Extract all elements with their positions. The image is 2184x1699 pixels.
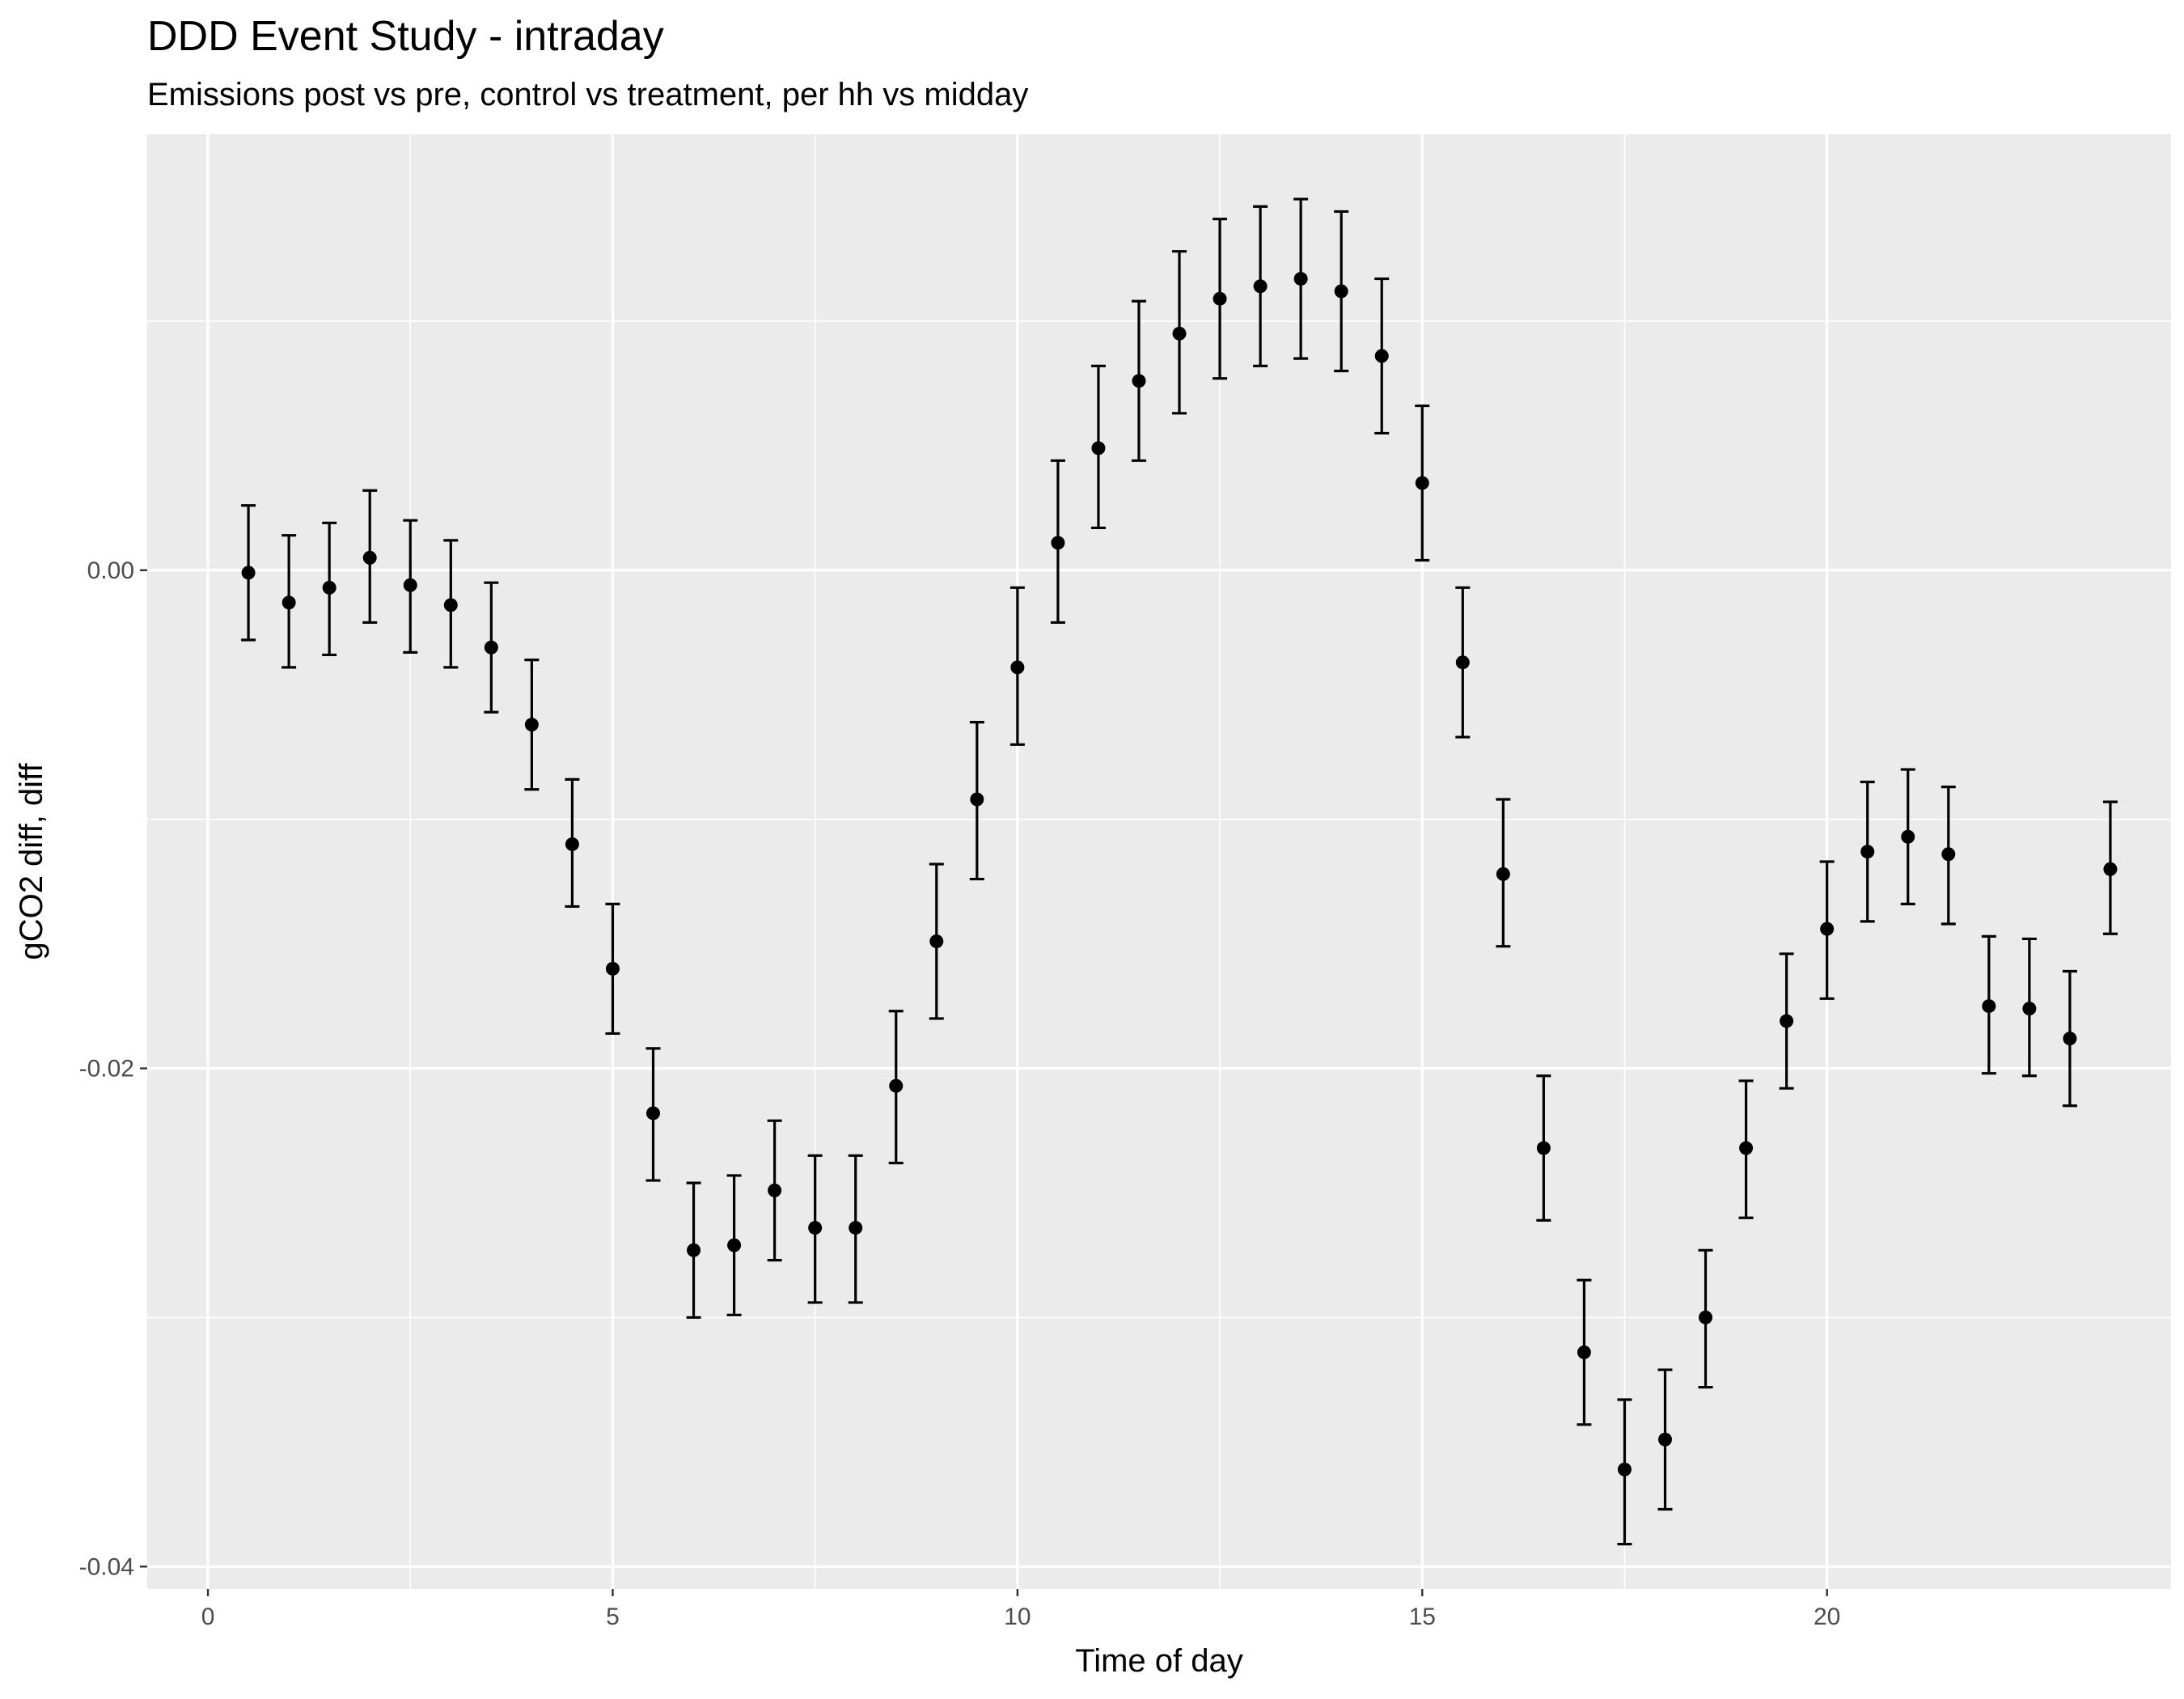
data-point — [1455, 655, 1470, 670]
point-estimates — [241, 272, 2118, 1477]
data-point — [1374, 349, 1389, 363]
data-point — [443, 598, 458, 612]
data-point — [1780, 1014, 1794, 1028]
x-tick-label: 0 — [201, 1604, 215, 1630]
data-point — [241, 566, 256, 580]
y-axis-title: gCO2 diff, diff — [14, 763, 49, 960]
data-point — [1577, 1345, 1591, 1360]
data-point — [1536, 1141, 1551, 1155]
major-gridlines — [147, 134, 2171, 1589]
data-point — [1496, 866, 1510, 881]
y-tick-label: -0.04 — [79, 1553, 134, 1580]
chart-title: DDD Event Study - intraday — [147, 13, 664, 60]
data-point — [849, 1221, 863, 1235]
data-point — [687, 1243, 701, 1257]
y-axis-tick-labels: 0.00 -0.02 -0.04 — [79, 557, 134, 1581]
data-point — [1860, 845, 1875, 859]
x-tick-label: 10 — [1004, 1604, 1031, 1630]
data-point — [1293, 272, 1308, 286]
data-point — [2022, 1002, 2037, 1016]
data-point — [1941, 847, 1956, 862]
chart-subtitle: Emissions post vs pre, control vs treatm… — [147, 77, 1028, 112]
x-tick-label: 20 — [1814, 1604, 1840, 1630]
data-point — [1051, 536, 1065, 550]
x-tick-label: 15 — [1409, 1604, 1436, 1630]
data-point — [1010, 660, 1025, 675]
data-point — [1820, 922, 1835, 936]
data-point — [1415, 476, 1429, 490]
data-point — [727, 1238, 742, 1252]
x-axis-tick-labels: 0 5 10 15 20 — [201, 1604, 1841, 1630]
data-point — [1982, 999, 1996, 1014]
data-point — [1132, 374, 1146, 388]
data-point — [1658, 1432, 1672, 1447]
data-point — [1172, 326, 1187, 341]
data-point — [2063, 1032, 2077, 1046]
data-point — [1213, 291, 1227, 306]
data-point — [565, 837, 579, 851]
data-point — [1699, 1310, 1713, 1324]
data-point — [768, 1183, 782, 1197]
data-point — [970, 792, 984, 807]
data-point — [1253, 279, 1268, 294]
data-point — [281, 595, 296, 610]
data-point — [1739, 1141, 1754, 1155]
data-point — [1901, 829, 1915, 844]
data-point — [403, 578, 417, 592]
data-point — [889, 1078, 904, 1093]
data-point — [605, 961, 620, 976]
data-point — [808, 1221, 823, 1235]
data-point — [1617, 1462, 1632, 1477]
axis-ticks — [140, 569, 1828, 1596]
data-point — [484, 640, 498, 655]
x-tick-label: 5 — [606, 1604, 620, 1630]
data-point — [2103, 862, 2118, 876]
data-point — [362, 550, 377, 565]
y-tick-label: -0.02 — [79, 1056, 134, 1083]
data-point — [1091, 441, 1106, 455]
data-point — [646, 1106, 660, 1121]
data-point — [524, 718, 539, 732]
data-point — [1334, 284, 1348, 299]
y-tick-label: 0.00 — [87, 557, 134, 584]
x-axis-title: Time of day — [1075, 1643, 1242, 1679]
data-point — [929, 934, 944, 949]
data-point — [322, 580, 336, 595]
